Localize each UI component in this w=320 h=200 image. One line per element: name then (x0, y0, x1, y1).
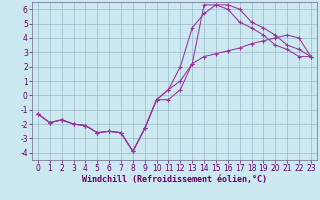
X-axis label: Windchill (Refroidissement éolien,°C): Windchill (Refroidissement éolien,°C) (82, 175, 267, 184)
